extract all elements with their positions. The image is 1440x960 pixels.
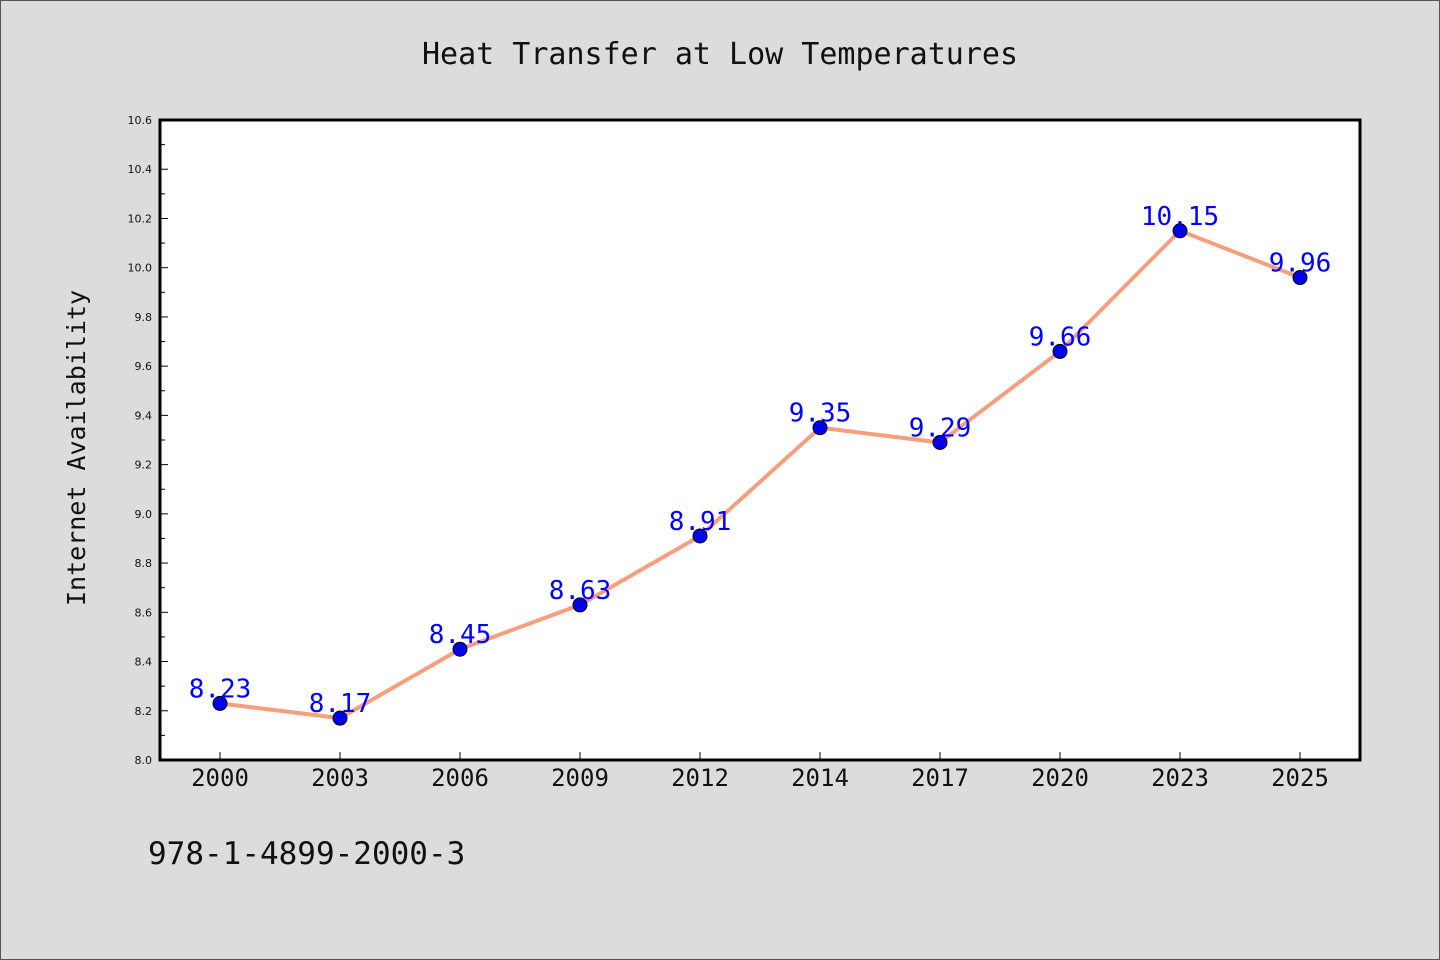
- data-point-marker: [452, 641, 468, 657]
- y-axis-label: Internet Availability: [62, 290, 91, 606]
- data-point-marker: [1052, 343, 1068, 359]
- data-label: 8.91: [669, 507, 732, 537]
- y-tick-label: 8.2: [135, 705, 153, 718]
- data-point-marker: [572, 597, 588, 613]
- x-tick-label: 2020: [1031, 764, 1089, 792]
- y-tick-label: 10.0: [128, 262, 153, 275]
- y-tick-label: 9.2: [135, 459, 153, 472]
- x-tick-label: 2023: [1151, 764, 1209, 792]
- data-point-marker: [212, 695, 228, 711]
- data-label: 9.66: [1029, 322, 1092, 352]
- y-axis: 8.0 8.2 8.4 8.6 8.8 9.0 9.2 9.4 9.6 9.8 10.0 10.2 10…: [128, 114, 168, 767]
- x-tick-label: 2009: [551, 764, 609, 792]
- data-point-marker: [932, 434, 948, 450]
- y-tick-label: 10.6: [128, 114, 153, 127]
- data-label: 9.29: [909, 413, 972, 443]
- y-tick-label: 9.4: [135, 409, 153, 422]
- x-tick-label: 2006: [431, 764, 489, 792]
- x-tick-label: 2017: [911, 764, 969, 792]
- y-tick-label: 10.2: [128, 212, 153, 225]
- data-label: 9.35: [789, 399, 852, 429]
- x-axis: 2000 2003 2006 2009 2012 2014 2017 2020 2023 2025: [191, 752, 1329, 792]
- x-tick-label: 2003: [311, 764, 369, 792]
- data-label: 8.63: [549, 576, 612, 606]
- y-tick-label: 8.8: [135, 557, 153, 570]
- y-tick-label: 8.0: [135, 754, 153, 767]
- data-label: 8.23: [189, 674, 252, 704]
- data-point-marker: [332, 710, 348, 726]
- x-tick-label: 2025: [1271, 764, 1329, 792]
- x-tick-label: 2012: [671, 764, 729, 792]
- data-point-marker: [692, 528, 708, 544]
- y-tick-label: 10.4: [128, 163, 153, 176]
- data-point-marker: [812, 420, 828, 436]
- data-point-marker: [1292, 270, 1308, 286]
- y-tick-label: 8.4: [135, 656, 153, 669]
- data-label: 10.15: [1141, 202, 1219, 232]
- data-label: 9.96: [1269, 249, 1332, 279]
- isbn-footer: 978-1-4899-2000-3: [148, 836, 465, 872]
- chart-title: Heat Transfer at Low Temperatures: [422, 37, 1018, 72]
- y-tick-label: 9.8: [135, 311, 153, 324]
- plot-area: [158, 118, 1362, 762]
- y-tick-label: 8.6: [135, 606, 153, 619]
- x-tick-label: 2014: [791, 764, 849, 792]
- series-line: [218, 228, 1302, 721]
- y-tick-label: 9.0: [135, 508, 153, 521]
- data-label: 8.17: [309, 689, 372, 719]
- data-point-marker: [1172, 223, 1188, 239]
- series-group: [212, 223, 1308, 726]
- y-tick-label: 9.6: [135, 360, 153, 373]
- data-label: 8.45: [429, 620, 492, 650]
- x-tick-label: 2000: [191, 764, 249, 792]
- data-labels-group: 8.23 8.17 8.45 8.63 8.91 9.35 9.29 9.66 10.15 9.9…: [189, 202, 1332, 719]
